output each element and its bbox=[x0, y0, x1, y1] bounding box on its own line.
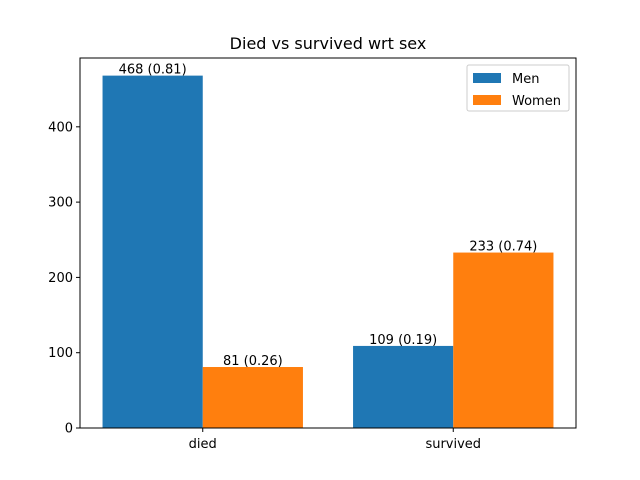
bar-women-died bbox=[202, 367, 303, 428]
y-tick-label: 400 bbox=[48, 120, 73, 135]
legend-swatch-men bbox=[473, 73, 501, 83]
bar-label-men-survived: 109 (0.19) bbox=[369, 333, 437, 348]
bar-men-survived bbox=[353, 345, 454, 428]
y-tick-label: 300 bbox=[48, 196, 73, 211]
bar-label-women-died: 81 (0.26) bbox=[223, 354, 283, 369]
bar-label-men-died: 468 (0.81) bbox=[119, 63, 187, 78]
bar-label-women-survived: 233 (0.74) bbox=[469, 240, 537, 255]
legend-label-men: Men bbox=[512, 72, 539, 87]
y-tick-label: 100 bbox=[48, 346, 73, 361]
x-tick-label-died: died bbox=[189, 437, 217, 452]
bar-men-died bbox=[102, 75, 203, 428]
y-tick-label: 0 bbox=[65, 422, 73, 437]
legend: Men Women bbox=[466, 64, 570, 112]
x-tick-label-survived: survived bbox=[425, 437, 481, 452]
legend-swatch-women bbox=[473, 95, 501, 105]
chart-title: Died vs survived wrt sex bbox=[230, 34, 427, 53]
y-axis: 0 100 200 300 400 bbox=[48, 120, 80, 437]
plot-frame bbox=[79, 57, 577, 429]
bar-labels-layer: 468 (0.81) 109 (0.19) 81 (0.26) 233 (0.74) bbox=[119, 63, 538, 369]
legend-label-women: Women bbox=[512, 94, 561, 109]
y-tick-label: 200 bbox=[48, 271, 73, 286]
bars-layer bbox=[102, 75, 554, 428]
x-axis: died survived bbox=[189, 428, 481, 452]
bar-women-survived bbox=[453, 252, 554, 428]
